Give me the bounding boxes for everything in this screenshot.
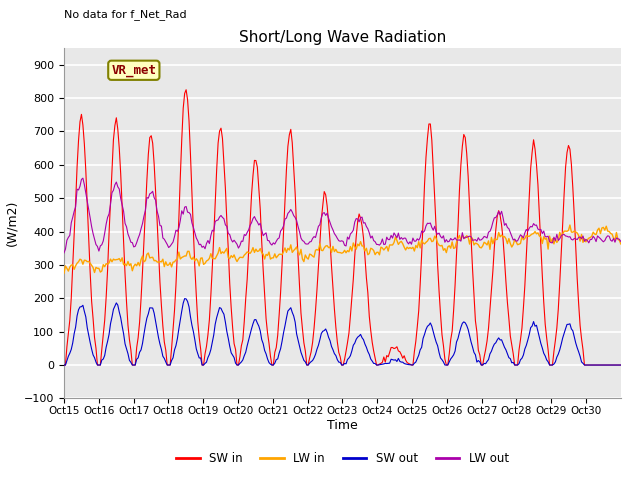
X-axis label: Time: Time <box>327 419 358 432</box>
Y-axis label: (W/m2): (W/m2) <box>5 200 19 246</box>
Text: No data for f_Net_Rad: No data for f_Net_Rad <box>64 9 187 20</box>
Title: Short/Long Wave Radiation: Short/Long Wave Radiation <box>239 30 446 46</box>
Legend: SW in, LW in, SW out, LW out: SW in, LW in, SW out, LW out <box>172 447 513 469</box>
Text: VR_met: VR_met <box>111 64 156 77</box>
